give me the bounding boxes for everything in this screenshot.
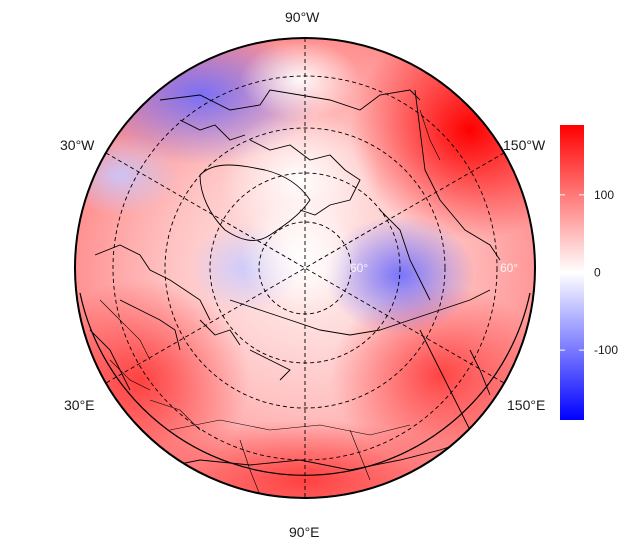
longitude-label-30w: 30°W: [60, 137, 95, 153]
longitude-label-30e: 30°E: [64, 397, 95, 413]
globe-boundary: [74, 37, 536, 499]
longitude-label-150e: 150°E: [507, 397, 545, 413]
colorbar-ticks: 100 0 -100: [560, 188, 618, 357]
longitude-label-90e: 90°E: [289, 524, 320, 540]
latitude-label-right: 60°: [500, 261, 518, 275]
graticule: [105, 38, 505, 498]
globe-boundary-shadow: [79, 292, 531, 476]
colorbar-tick-label: 100: [594, 188, 614, 202]
colorbar-tick-label: 0: [594, 266, 601, 280]
latitude-label-left: 60°: [350, 261, 368, 275]
colorbar-tick-label: -100: [594, 343, 618, 357]
latitude-circle-60: [164, 127, 446, 409]
longitude-label-150w: 150°W: [503, 137, 546, 153]
longitude-label-90w: 90°W: [285, 9, 320, 25]
colorbar: 100 0 -100: [560, 125, 618, 420]
